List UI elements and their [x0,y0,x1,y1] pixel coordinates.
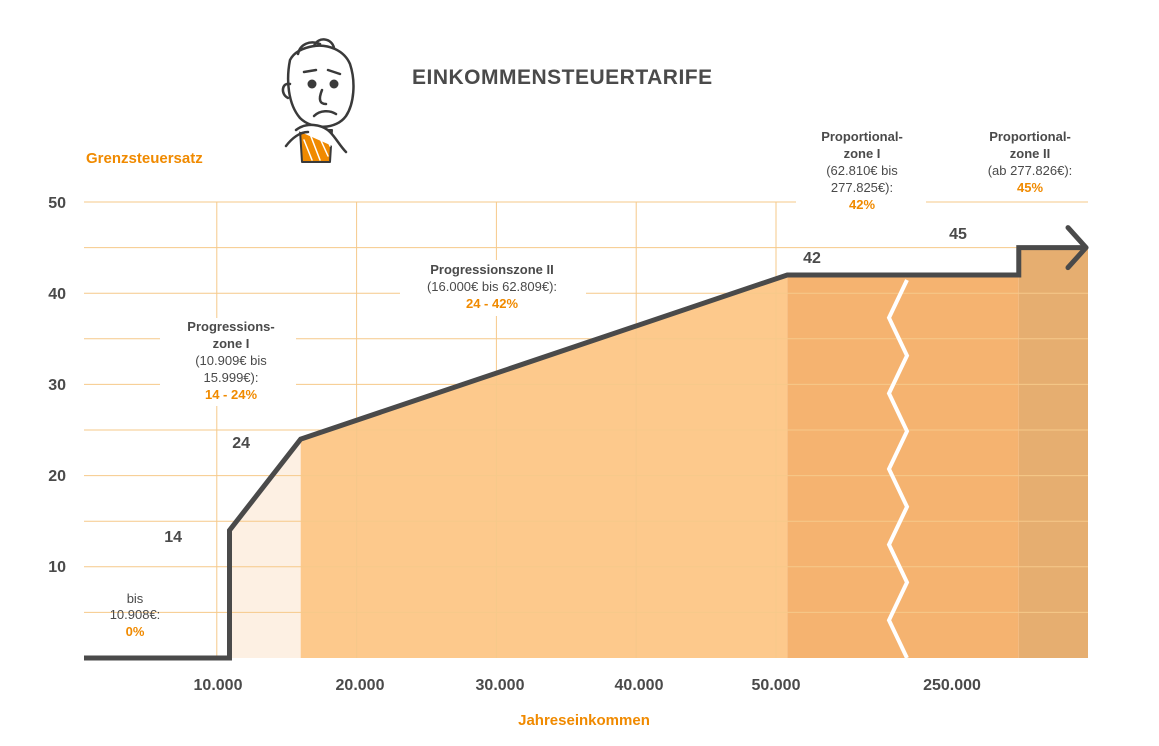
zone-heading: zone I [213,336,250,351]
zone-fill-progression-1 [229,439,301,658]
label-backdrop [796,124,926,216]
zone-heading: Proportional- [989,129,1071,144]
zone-rate: 0% [126,624,145,639]
x-tick-label: 10.000 [194,677,243,694]
zone-text: (62.810€ bis [826,163,898,178]
zone-label-progression-1: Progressions- zone I (10.909€ bis 15.999… [187,319,274,402]
x-tick-label: 50.000 [752,677,801,694]
zone-rate: 14 - 24% [205,387,257,402]
arrow-head-icon [1065,225,1089,271]
label-backdrop [400,260,586,316]
thinking-character-icon [281,38,355,163]
mascot-eye-right [329,79,339,89]
y-tick-label: 50 [48,195,66,212]
mascot-nose [318,88,328,106]
zone-fills [229,247,1088,658]
point-label-42: 42 [803,250,821,267]
zone-label-progression-2: Progressionszone II (16.000€ bis 62.809€… [427,262,557,311]
x-tick-label: 40.000 [615,677,664,694]
zone-text: (16.000€ bis 62.809€): [427,279,557,294]
zone-rate: 24 - 42% [466,296,518,311]
zone-label-free: bis 10.908€: 0% [110,591,161,639]
x-tick-label: 30.000 [476,677,525,694]
point-label-24: 24 [232,435,250,452]
y-tick-label: 30 [48,377,66,394]
zone-label-proportional-2: Proportional- zone II (ab 277.826€): 45% [988,129,1073,195]
mascot-neck-stripes [303,133,331,161]
y-axis-title: Grenzsteuersatz [86,150,203,167]
zone-fill-progression-2 [300,274,788,658]
zone-heading: Progressions- [187,319,274,334]
mascot-ear [281,82,292,100]
mascot-eye-left [307,79,317,89]
x-axis-title: Jahreseinkommen [518,712,650,729]
mascot-head [286,44,355,128]
point-labels: 14 24 42 45 [164,226,967,546]
zone-text: 15.999€): [204,370,259,385]
y-tick-label: 40 [48,286,66,303]
zone-heading: Proportional- [821,129,903,144]
mascot-arm [284,130,310,148]
zone-text: 10.908€: [110,607,161,622]
zone-heading: zone I [844,146,881,161]
zone-heading: Progressionszone II [430,262,554,277]
point-label-45: 45 [949,226,967,243]
zone-rate: 42% [849,197,875,212]
label-backdrop [160,318,296,406]
zone-text: 277.825€): [831,180,893,195]
zone-text: (ab 277.826€): [988,163,1073,178]
zone-text: (10.909€ bis [195,353,267,368]
mascot-hair [296,38,336,56]
x-tick-label: 20.000 [336,677,385,694]
zone-annotations: bis 10.908€: 0% Progressions- zone I (10… [110,124,1073,639]
axis-break-zigzag [886,279,910,659]
zone-heading: zone II [1010,146,1050,161]
chart-title: EINKOMMENSTEUERTARIFE [412,66,713,89]
y-tick-label: 10 [48,559,66,576]
y-tick-label: 20 [48,468,66,485]
tax-rate-line [84,245,1084,661]
mascot-mouth [312,110,338,118]
zone-fill-proportional-1 [787,274,1019,658]
point-label-14: 14 [164,529,182,546]
x-tick-label: 250.000 [923,677,981,694]
zone-label-proportional-1: Proportional- zone I (62.810€ bis 277.82… [821,129,903,212]
y-tick-labels: 10 20 30 40 50 [48,195,66,576]
mascot-brows [302,68,342,76]
x-tick-labels: 10.000 20.000 30.000 40.000 50.000 250.0… [194,677,981,694]
zone-rate: 45% [1017,180,1043,195]
zone-fill-proportional-2 [1018,247,1088,658]
zone-text: bis [127,591,144,606]
